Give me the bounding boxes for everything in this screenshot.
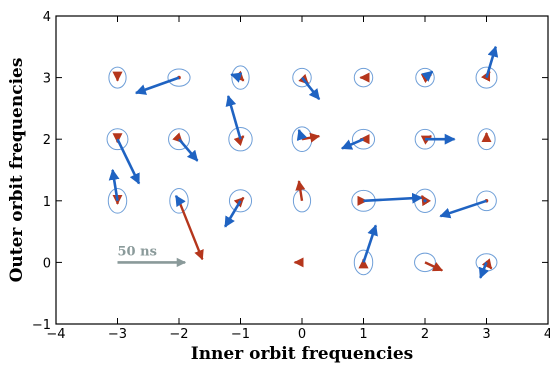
x-tick-label: 1	[359, 327, 367, 342]
orbit-ellipse	[477, 128, 496, 151]
orbit-ellipse	[351, 128, 376, 150]
blue-arrow	[230, 72, 243, 83]
orbit-ellipse	[108, 66, 127, 89]
orbit-ellipse	[476, 190, 497, 212]
orbit-ellipse	[475, 66, 498, 89]
blue-arrow	[174, 194, 186, 208]
x-tick-label: −3	[108, 327, 127, 342]
red-arrow	[424, 261, 444, 272]
blue-arrow	[296, 128, 308, 142]
blue-arrow	[362, 224, 378, 263]
plot-area	[55, 15, 549, 325]
x-axis-label: Inner orbit frequencies	[191, 344, 413, 364]
orbit-ellipse	[228, 189, 253, 213]
orbit-ellipse	[353, 249, 374, 276]
orbit-ellipse	[107, 187, 128, 214]
scale-label: 50 ns	[118, 244, 157, 259]
x-tick-label: 0	[298, 327, 306, 342]
x-tick-label: 4	[544, 327, 550, 342]
blue-arrow	[116, 138, 141, 185]
blue-arrow	[224, 200, 242, 228]
blue-arrow	[134, 76, 180, 95]
scale-bar: 50 ns	[117, 244, 187, 268]
x-tick-label: 3	[482, 327, 490, 342]
red-arrow	[301, 132, 321, 143]
orbit-ellipse	[169, 187, 189, 214]
red-arrow	[233, 70, 245, 82]
blue-arrow	[300, 76, 321, 101]
orbit-ellipse	[292, 67, 312, 88]
y-axis-label: Outer orbit frequencies	[7, 58, 27, 283]
blue-arrow	[108, 168, 120, 202]
x-tick-label: −2	[169, 327, 188, 342]
y-tick-label: 1	[43, 195, 51, 210]
blue-arrow	[478, 261, 490, 279]
orbit-ellipse	[106, 128, 129, 151]
y-tick-label: 0	[43, 256, 51, 271]
axis-ticks: −4 −3 −2 −1 0 1 2 3 4 −1 0 1 2 3 4	[32, 10, 550, 342]
y-tick-label: −1	[32, 318, 51, 333]
orbit-ellipse	[353, 67, 374, 88]
x-tick-label: 2	[421, 327, 429, 342]
red-arrow	[233, 196, 245, 208]
blue-arrow	[485, 45, 499, 78]
red-arrow	[177, 200, 204, 261]
orbit-ellipse	[415, 67, 435, 88]
y-tick-label: 4	[43, 10, 51, 25]
blue-dot	[423, 199, 427, 203]
y-tick-label: 2	[43, 133, 51, 148]
blue-arrow	[439, 199, 487, 219]
blue-arrow	[178, 138, 199, 162]
blue-arrow	[340, 138, 365, 150]
red-arrow	[295, 180, 306, 201]
orbit-ellipse	[228, 126, 253, 152]
arrows-layer	[108, 45, 499, 279]
x-tick-label: −4	[46, 327, 65, 342]
blue-arrow	[363, 192, 424, 204]
blue-arrow	[225, 95, 242, 140]
blue-arrow	[421, 70, 434, 82]
orbit-ellipse	[168, 128, 190, 151]
ellipses-layer	[106, 65, 498, 276]
y-tick-label: 3	[43, 72, 51, 87]
orbit-ellipse	[167, 68, 191, 87]
x-tick-label: −1	[231, 327, 250, 342]
